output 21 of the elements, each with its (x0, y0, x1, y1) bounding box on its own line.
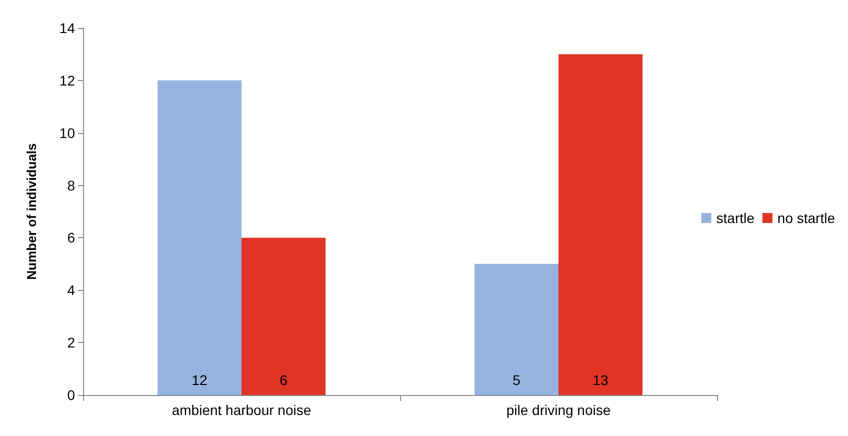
y-tick-label: 12 (59, 72, 76, 88)
data-label: 12 (192, 372, 208, 388)
x-tick-label: ambient harbour noise (172, 402, 312, 418)
bar (242, 238, 326, 395)
legend-label: startle (716, 210, 755, 226)
y-tick-label: 10 (59, 124, 76, 141)
y-tick-label: 6 (67, 230, 76, 246)
y-axis-title: Number of individuals (24, 143, 39, 280)
data-label: 5 (512, 372, 521, 388)
data-label: 6 (280, 372, 288, 388)
bar (558, 54, 643, 395)
data-label: 13 (592, 372, 608, 388)
bar (157, 80, 242, 395)
y-tick-label: 14 (59, 20, 76, 36)
bar (474, 264, 558, 395)
x-tick-label: pile driving noise (506, 402, 611, 418)
y-tick-label: 8 (67, 177, 76, 194)
y-tick-label: 0 (67, 387, 76, 403)
y-tick-label: 2 (67, 334, 76, 351)
y-tick-label: 4 (67, 282, 76, 298)
legend-label: no startle (777, 210, 836, 226)
